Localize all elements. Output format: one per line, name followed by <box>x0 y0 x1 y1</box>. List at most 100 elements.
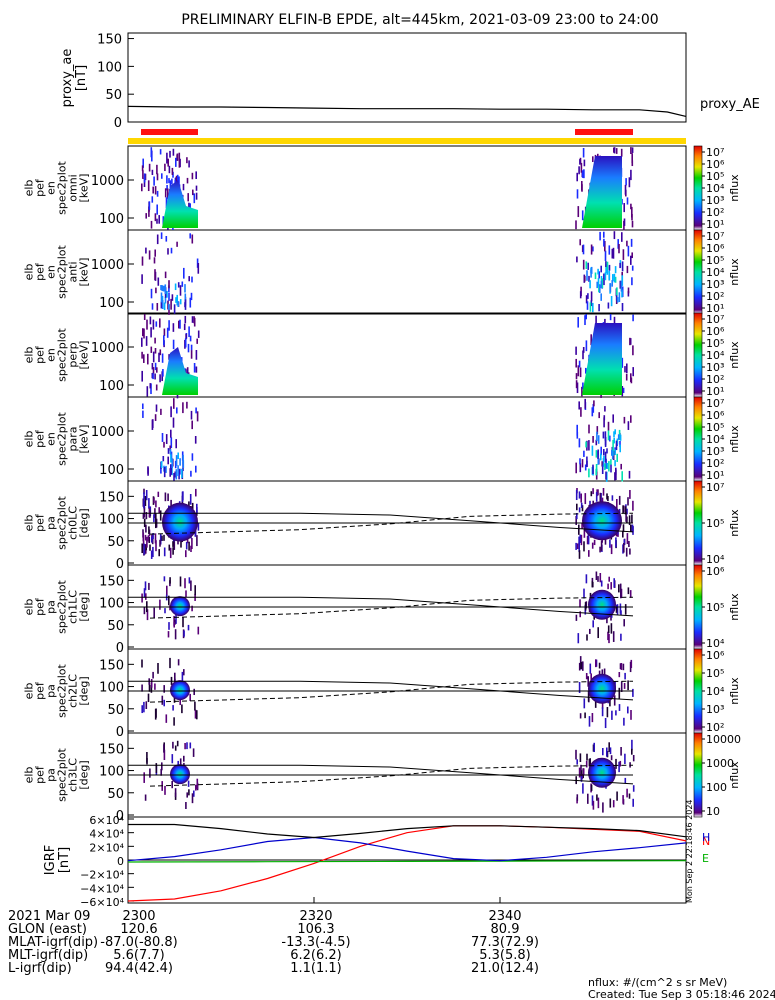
spectrogram-pixel <box>578 542 580 553</box>
spectrogram-pixel <box>593 539 596 546</box>
spectrogram-pixel <box>600 293 602 301</box>
spectrogram-pixel <box>631 206 633 218</box>
spectrogram-pixel <box>141 543 143 554</box>
spectrogram-pixel <box>586 270 588 281</box>
spectrogram-pixel <box>624 604 627 615</box>
ylabel-line: ch2LC <box>67 674 80 708</box>
colorbar-tick-label: 10¹ <box>706 469 724 482</box>
spectrogram-pixel <box>579 753 582 763</box>
spectrogram-pixel <box>146 609 149 621</box>
spectrogram-pixel <box>159 374 161 383</box>
colorbar-label: nflux <box>728 509 741 537</box>
spectrogram-pixel <box>619 583 622 593</box>
spectrogram-pixel <box>575 220 577 230</box>
spectrogram-pixel <box>148 250 151 260</box>
spectrogram-pixel <box>583 527 586 538</box>
spectrogram-pixel <box>185 333 187 340</box>
ylabel-line: pef <box>34 597 47 616</box>
spectrogram-pixel <box>182 491 184 501</box>
spectrogram-pixel <box>154 337 156 344</box>
spectrogram-pixel <box>632 525 634 535</box>
spectrogram-pixel <box>580 534 583 546</box>
spectrogram-pixel <box>175 439 177 449</box>
spectrogram-pixel <box>612 631 615 642</box>
spectrogram-pixel <box>172 547 174 555</box>
spectrogram-pixel <box>601 278 604 289</box>
spectrogram-pixel <box>607 496 609 502</box>
spectrogram-pixel <box>616 453 618 462</box>
spectrogram-pixel <box>585 295 588 304</box>
spectrogram-pixel <box>157 277 160 286</box>
spectrogram-pixel <box>616 438 619 445</box>
colorbar-tick-label: 10⁵ <box>706 254 724 267</box>
spectrogram-pixel <box>191 605 193 612</box>
spectrogram-pixel <box>603 277 605 286</box>
ylabel-line: [deg] <box>78 592 91 621</box>
spectrogram-pixel <box>147 353 149 365</box>
spectrogram-pixel <box>597 489 599 496</box>
spectrogram-pixel <box>187 343 190 353</box>
spectrogram-pixel <box>614 266 617 274</box>
spectrogram-pixel <box>608 270 610 281</box>
ylabel-line: elb <box>23 431 36 448</box>
pitch-angle-burst <box>170 680 190 701</box>
spectrogram-pixel <box>151 303 154 310</box>
spectrogram-pixel <box>630 415 632 423</box>
spectrogram-pixel <box>618 429 621 441</box>
colorbar-tick-label: 10000 <box>706 733 741 746</box>
spectrogram-pixel <box>190 350 193 359</box>
spectrogram-pixel <box>584 493 587 505</box>
spectrogram-pixel <box>595 464 598 472</box>
spectrogram-pixel <box>603 449 605 456</box>
spectrogram-pixel <box>585 760 588 768</box>
spectrogram-pixel <box>159 510 162 521</box>
spectrogram-pixel <box>632 314 634 322</box>
footer-row-value: 77.3(72.9) <box>471 935 539 950</box>
spectrogram-pixel <box>154 249 156 257</box>
footer-row-value: 21.0(12.4) <box>471 961 539 976</box>
spectrogram-pixel <box>171 167 174 175</box>
spectrogram-pixel <box>168 280 170 289</box>
spectrogram-pixel <box>161 762 163 771</box>
spectrogram-pixel <box>149 383 152 389</box>
ytick-label: 100 <box>99 597 124 612</box>
ylabel-line: spec2plot <box>56 664 69 718</box>
spectrogram-pixel <box>599 284 601 293</box>
ytick-label: 1000 <box>91 258 124 273</box>
proxy-ae-ylabel: proxy_ae[nT] <box>60 49 89 108</box>
spectrogram-pixel <box>576 256 578 263</box>
spectrogram-pixel <box>145 213 147 219</box>
ylabel-line: [nT] <box>74 65 89 91</box>
spectrogram-pixel <box>597 454 600 465</box>
spectrogram-pixel <box>614 460 616 467</box>
spectrogram-pixel <box>170 298 172 310</box>
spectrogram-pixel <box>190 470 192 477</box>
spectrogram-pixel <box>607 302 610 309</box>
spectrogram-pixel <box>596 426 599 435</box>
spectrogram-pixel <box>186 369 189 378</box>
spectrogram-pixel <box>146 386 149 397</box>
spectrogram-pixel <box>194 585 196 596</box>
spectrogram-pixel <box>609 696 611 707</box>
spectrogram-pixel <box>586 753 588 761</box>
spectrogram-pixel <box>179 319 181 329</box>
spectrogram-pixel <box>191 538 193 549</box>
colorbar <box>693 732 703 818</box>
spectrogram-pixel <box>610 296 613 307</box>
spectrogram-pixel <box>598 662 601 669</box>
ylabel-line: pa <box>45 684 58 698</box>
spectrogram-pixel <box>170 429 172 438</box>
spectrogram-pixel <box>152 671 154 679</box>
spectrogram-pixel <box>156 164 158 175</box>
spectrogram-pixel <box>146 752 148 763</box>
spectrogram-pixel <box>618 672 621 678</box>
ylabel-line: pa <box>45 600 58 614</box>
spectrogram-pixel <box>628 541 630 547</box>
spectrogram-pixel <box>622 387 625 394</box>
plot-title: PRELIMINARY ELFIN-B EPDE, alt=445km, 202… <box>181 12 658 28</box>
spectrogram-pixel <box>609 798 612 808</box>
spectrogram-pixel <box>601 702 604 709</box>
ytick-label: 0 <box>116 809 124 824</box>
spectrogram-pixel <box>143 701 145 713</box>
energy-panel-axes <box>127 229 687 315</box>
